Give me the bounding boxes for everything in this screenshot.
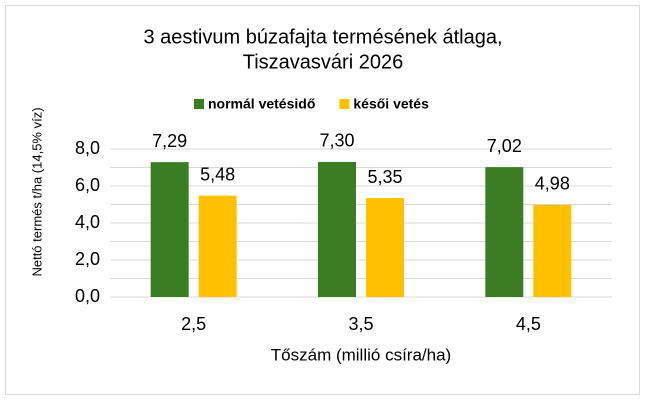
value-label: 4,98 [535,174,570,194]
bar [485,167,524,297]
value-label: 7,29 [152,131,187,151]
bar [198,195,237,297]
chart-subtitle: Tiszavasvári 2026 [243,51,403,73]
bar [318,161,356,297]
value-label: 7,30 [319,131,354,151]
legend-swatch [339,99,350,109]
y-tick-label: 6,0 [75,175,100,195]
value-label: 5,48 [200,164,235,184]
legend-swatch [194,99,204,109]
y-tick-label: 8,0 [75,138,100,158]
legend-label: normál vetésidő [208,96,315,112]
bar [366,198,404,297]
value-label: 7,02 [487,136,522,156]
chart-title: 3 aestivum búzafajta termésének átlaga, [143,26,502,48]
y-tick-label: 0,0 [75,286,100,306]
y-tick-label: 2,0 [75,249,100,269]
value-label: 5,35 [367,167,402,187]
x-tick-label: 3,5 [348,314,373,334]
bar [533,204,572,297]
x-tick-label: 2,5 [181,314,206,334]
bar [150,162,189,297]
y-axis-title: Nettó termés t/ha (14,5% víz) [29,107,44,276]
y-tick-label: 4,0 [75,212,100,232]
x-tick-label: 4,5 [516,314,541,334]
x-axis-title: Tőszám (millió csíra/ha) [271,345,451,364]
legend-label: késői vetés [353,96,429,112]
